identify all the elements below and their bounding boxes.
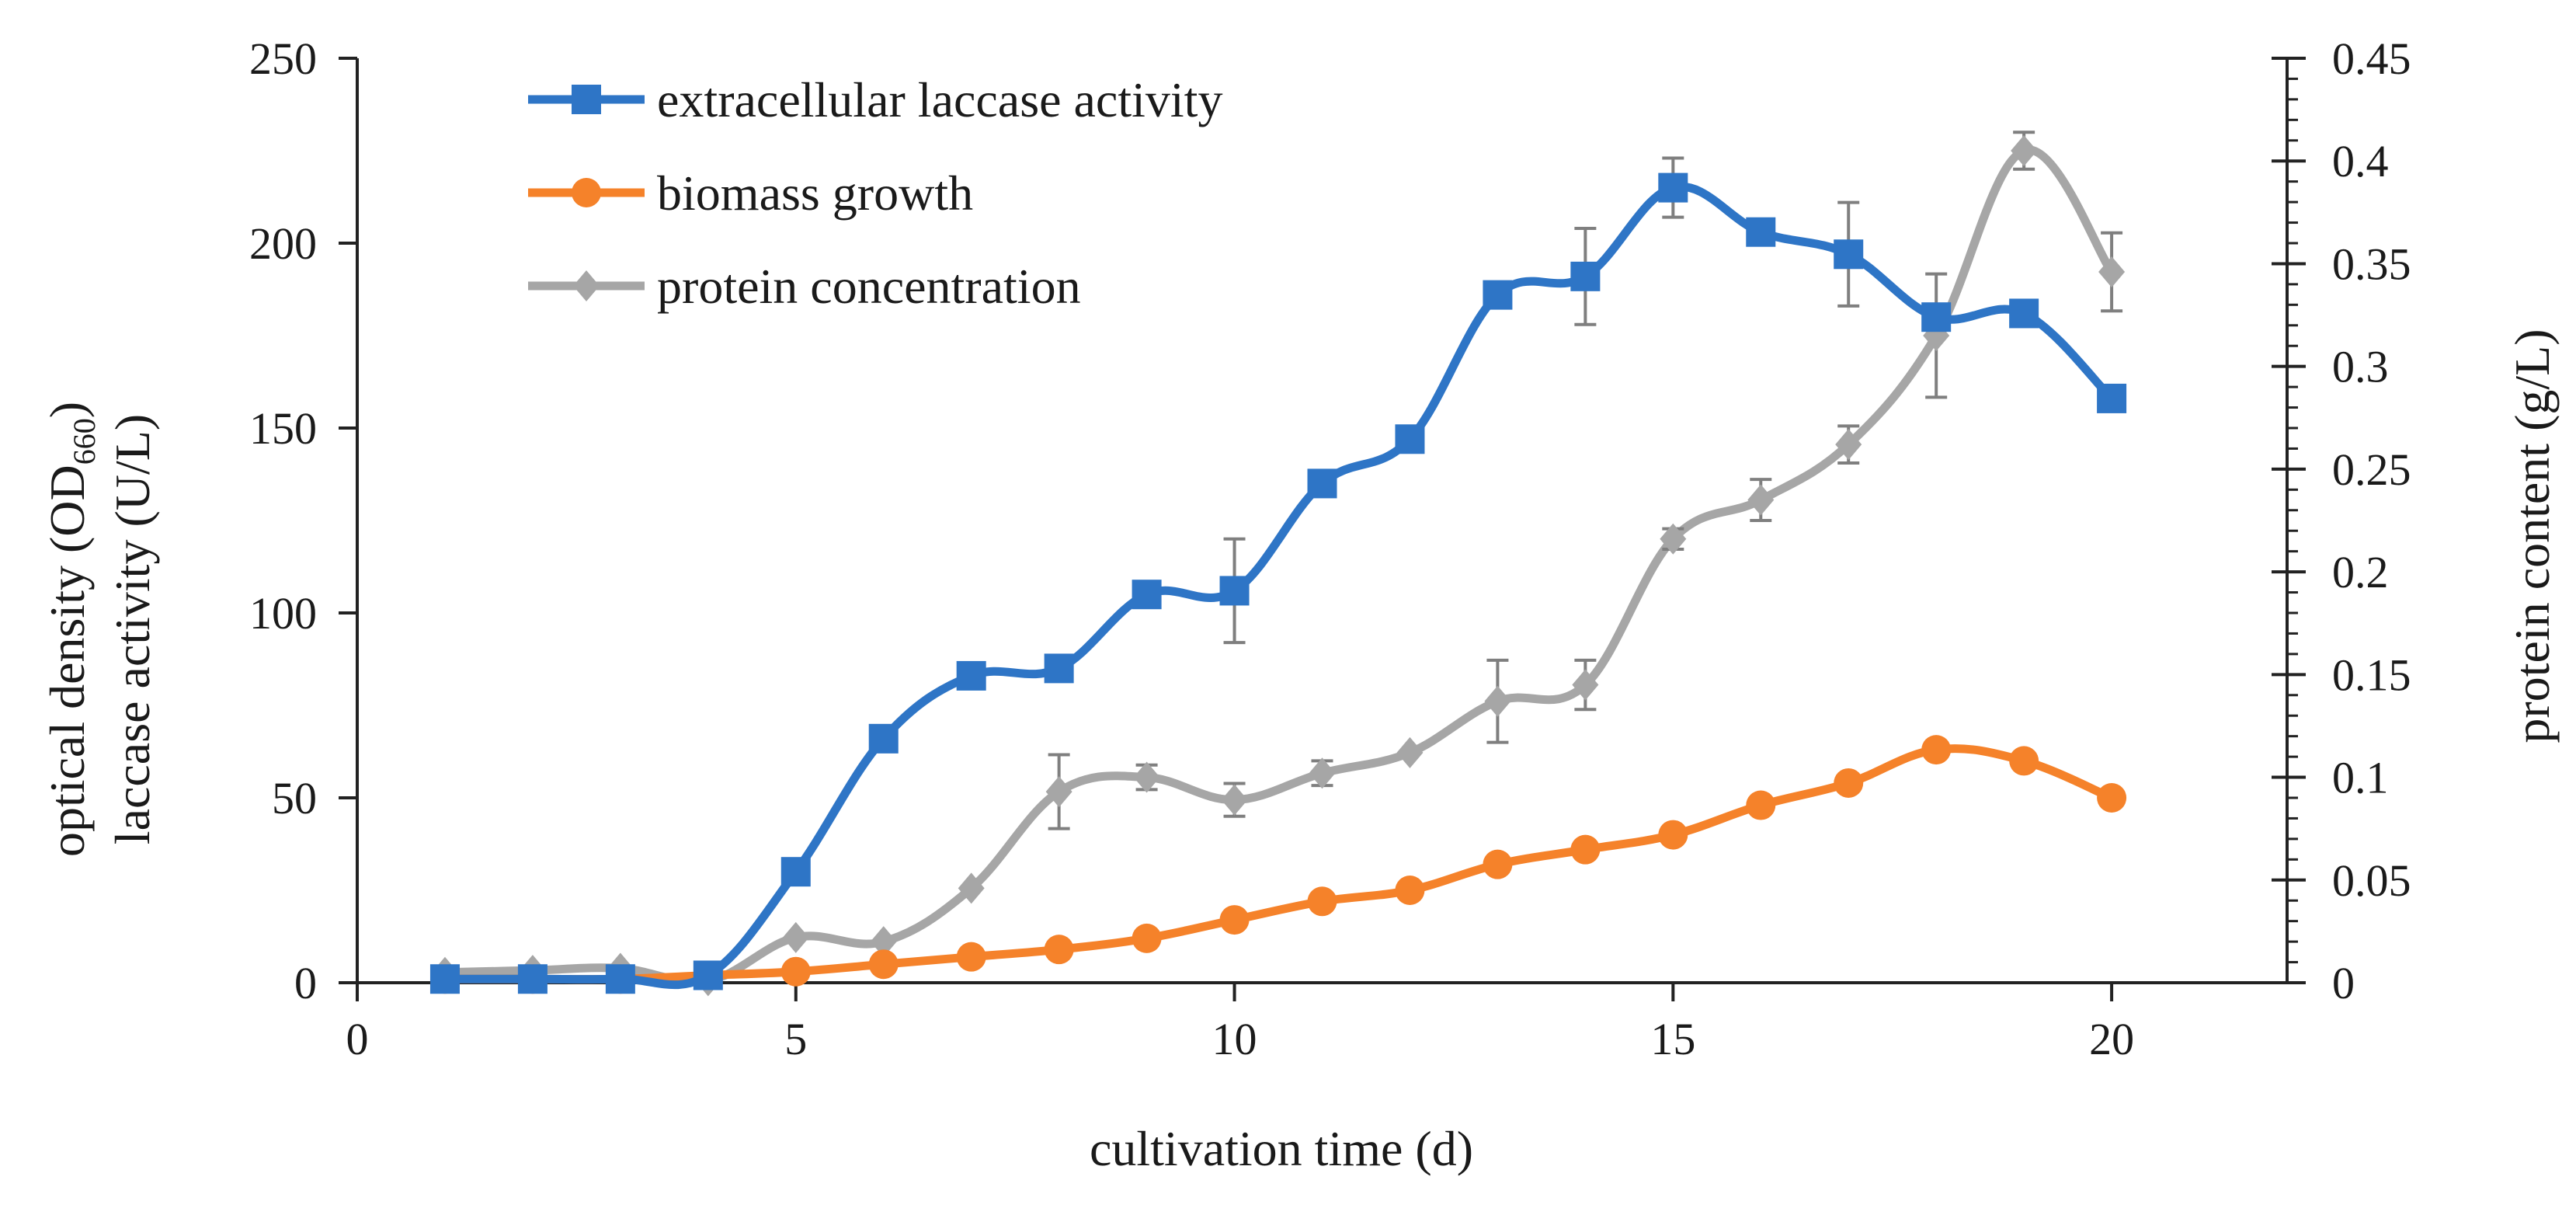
data-point	[1746, 217, 1776, 247]
data-point	[1395, 876, 1425, 905]
data-point	[1396, 736, 1424, 768]
series-layer	[429, 131, 2127, 997]
legend-label: biomass growth	[657, 165, 973, 221]
data-point	[2009, 746, 2039, 776]
y-right-tick-label: 0.25	[2332, 444, 2411, 495]
x-tick-label: 20	[2089, 1014, 2134, 1064]
data-point	[2009, 298, 2039, 329]
y-right-tick-label: 0.4	[2332, 136, 2389, 186]
data-point	[868, 723, 899, 754]
x-tick-label: 0	[346, 1014, 369, 1064]
data-point	[1307, 886, 1337, 917]
data-point	[1044, 653, 1074, 684]
data-point	[956, 942, 986, 972]
x-tick-label: 5	[784, 1014, 807, 1064]
data-point	[1483, 849, 1513, 879]
data-point	[1045, 776, 1072, 808]
data-point	[1309, 757, 1336, 789]
data-point	[1219, 905, 1250, 935]
legend-item: biomass growth	[528, 165, 973, 221]
x-tick-label: 15	[1650, 1014, 1695, 1064]
data-point	[780, 956, 811, 987]
y-left-title-subscript: 660	[67, 418, 102, 465]
data-point	[429, 964, 460, 994]
series-biomass-growth	[429, 735, 2127, 994]
x-tick-label: 10	[1212, 1014, 1257, 1064]
data-point	[693, 960, 723, 990]
y-left-title-part1: optical density (OD	[40, 465, 95, 857]
data-point	[1834, 239, 1864, 270]
data-point	[1834, 768, 1864, 798]
data-point	[1044, 935, 1074, 965]
y-left-axis-title-line2: laccase activity (U/L)	[105, 414, 160, 844]
data-point	[870, 926, 897, 958]
data-point	[1483, 280, 1513, 310]
x-axis-title: cultivation time (d)	[1090, 1121, 1473, 1176]
y-left-tick-label: 200	[249, 218, 317, 269]
data-point	[868, 949, 899, 980]
data-point	[1307, 468, 1337, 499]
y-right-tick-label: 0.3	[2332, 342, 2389, 392]
legend-marker	[573, 270, 600, 301]
data-point	[1221, 784, 1248, 816]
legend-label: protein concentration	[657, 259, 1081, 314]
axes: 0 5 10 15 2005010015020025000.050.10.150.20.…	[249, 33, 2411, 1064]
data-point	[1572, 669, 1599, 701]
legend: extracellular laccase activity biomass gr…	[528, 72, 1222, 314]
y-left-tick-label: 100	[249, 588, 317, 639]
y-left-tick-label: 0	[294, 958, 317, 1008]
data-point	[2097, 383, 2127, 413]
y-right-axis-title: protein content (g/L)	[2505, 329, 2560, 743]
data-point	[1132, 923, 1162, 953]
data-point	[1133, 761, 1160, 793]
y-left-axis-title-line1: optical density (OD660)	[40, 402, 102, 857]
data-point	[1660, 523, 1687, 555]
legend-marker	[572, 85, 601, 114]
data-point	[1921, 302, 1952, 332]
data-point	[1484, 685, 1511, 717]
y-right-tick-label: 0	[2332, 958, 2355, 1008]
data-point	[605, 964, 635, 994]
series-line-extracellular-laccase-activity	[440, 182, 2116, 990]
data-point	[1658, 172, 1688, 203]
y-right-tick-label: 0.2	[2332, 547, 2389, 597]
y-right-tick-label: 0.15	[2332, 649, 2411, 700]
data-point	[1746, 790, 1776, 820]
y-right-tick-label: 0.35	[2332, 238, 2411, 289]
y-left-tick-label: 50	[272, 773, 317, 823]
data-point	[2011, 135, 2038, 166]
legend-label: extracellular laccase activity	[657, 72, 1222, 127]
data-point	[1219, 576, 1250, 606]
y-right-tick-label: 0.05	[2332, 855, 2411, 906]
y-left-tick-label: 150	[249, 403, 317, 454]
series-extracellular-laccase-activity	[429, 156, 2127, 994]
data-point	[782, 921, 809, 953]
data-point	[780, 857, 811, 887]
data-point	[958, 872, 985, 904]
legend-item: extracellular laccase activity	[528, 72, 1222, 127]
data-point	[1570, 261, 1601, 291]
y-right-tick-label: 0.45	[2332, 33, 2411, 84]
data-point	[2098, 256, 2126, 288]
legend-marker	[572, 178, 601, 207]
data-point	[1570, 834, 1601, 865]
data-point	[517, 964, 548, 994]
data-point	[1921, 735, 1952, 765]
y-left-title-part2: )	[40, 402, 95, 418]
legend-item: protein concentration	[528, 259, 1081, 314]
y-right-tick-label: 0.1	[2332, 753, 2389, 803]
data-point	[1658, 820, 1688, 850]
data-point	[1395, 424, 1425, 454]
data-point	[1132, 580, 1162, 610]
data-point	[956, 660, 986, 691]
data-point	[1747, 484, 1775, 516]
data-point	[2097, 783, 2127, 813]
data-point	[1835, 429, 1862, 461]
y-left-tick-label: 250	[249, 33, 317, 84]
